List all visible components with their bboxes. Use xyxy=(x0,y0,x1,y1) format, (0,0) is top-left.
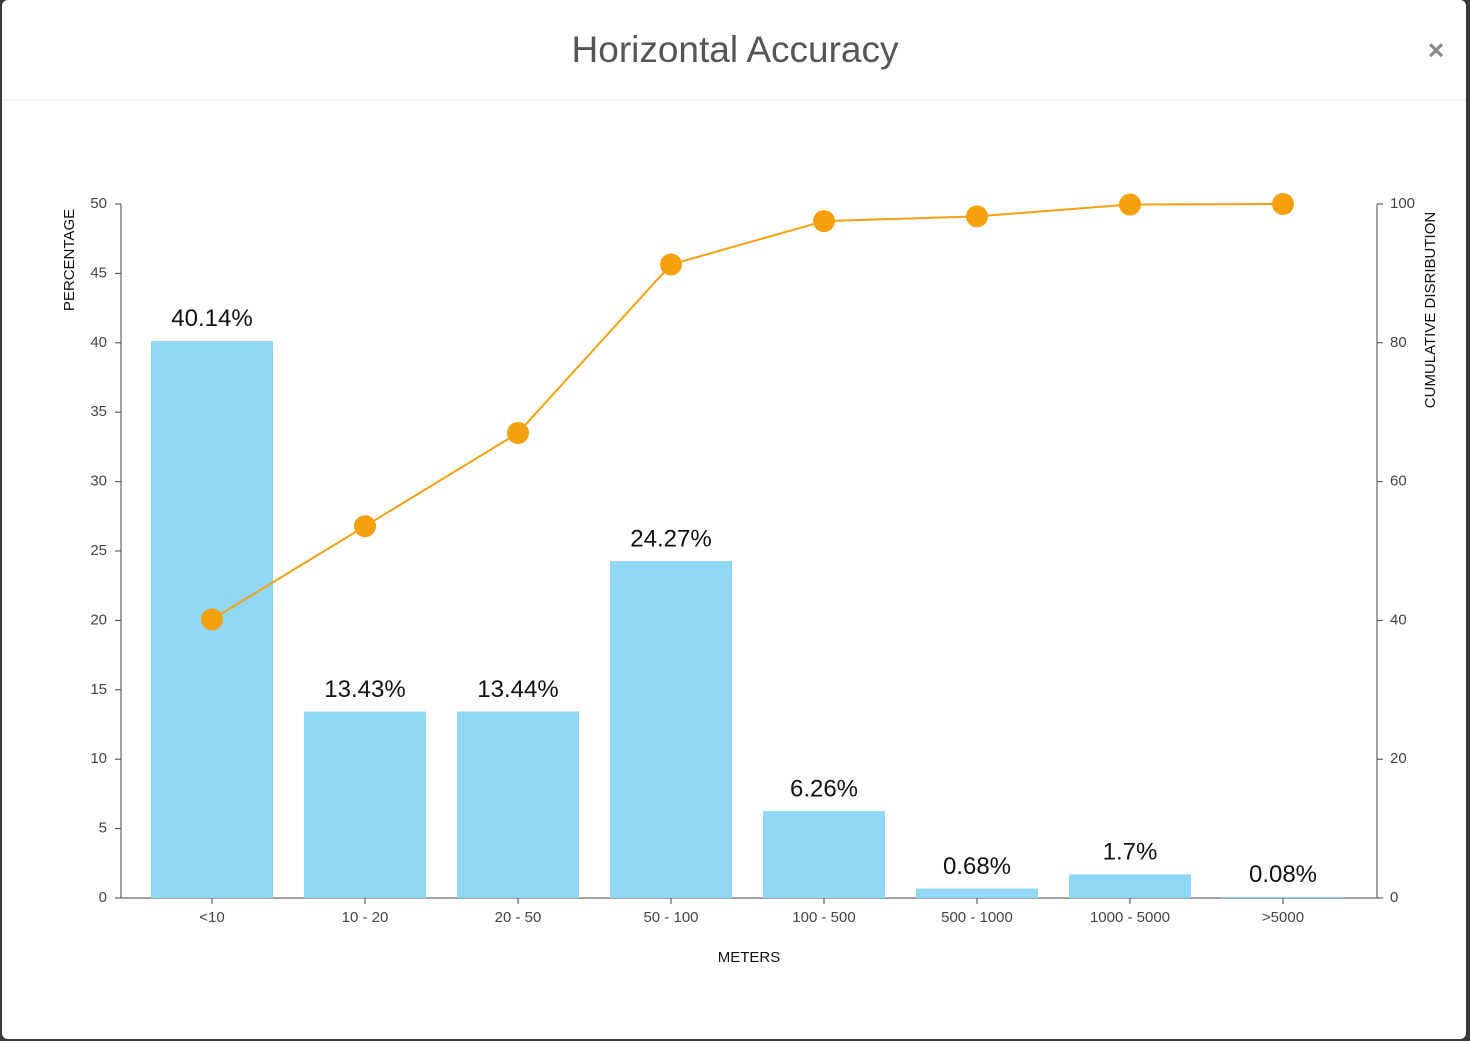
bar xyxy=(457,711,579,898)
data-label: 40.14% xyxy=(171,305,252,332)
bar xyxy=(304,711,426,898)
x-tick-label: 500 - 1000 xyxy=(941,909,1013,926)
data-label: 24.27% xyxy=(630,525,711,552)
line-point xyxy=(1272,193,1294,215)
line-point xyxy=(507,421,529,444)
y2-tick-label: 20 xyxy=(1390,750,1407,767)
close-button[interactable]: × xyxy=(1428,34,1444,65)
x-axis-label: METERS xyxy=(718,949,781,966)
x-tick-label: 1000 - 5000 xyxy=(1090,909,1170,926)
y-tick-label: 5 xyxy=(99,820,107,837)
data-label: 1.7% xyxy=(1103,839,1158,866)
line-point xyxy=(201,608,223,631)
data-label: 13.44% xyxy=(477,676,558,703)
y-tick-label: 10 xyxy=(90,750,107,767)
x-tick-label: 20 - 50 xyxy=(495,909,542,926)
line-point xyxy=(660,253,682,276)
modal-title: Horizontal Accuracy xyxy=(572,29,899,70)
bar xyxy=(763,811,885,898)
y-tick-label: 40 xyxy=(90,334,107,351)
y2-tick-label: 40 xyxy=(1390,611,1407,628)
x-tick-label: 100 - 500 xyxy=(792,909,855,926)
y-tick-label: 25 xyxy=(90,542,107,559)
y-tick-label: 0 xyxy=(99,889,107,906)
y-tick-label: 35 xyxy=(90,403,107,420)
y-axis-label: PERCENTAGE xyxy=(61,209,78,311)
y2-tick-label: 0 xyxy=(1390,889,1398,906)
data-label: 0.08% xyxy=(1249,861,1317,888)
data-label: 0.68% xyxy=(943,853,1011,880)
data-label: 6.26% xyxy=(790,775,858,802)
x-tick-label: >5000 xyxy=(1262,909,1304,926)
line xyxy=(211,203,1284,621)
y2-tick-label: 100 xyxy=(1390,195,1415,212)
y-tick-label: 20 xyxy=(90,611,107,628)
bar xyxy=(1222,896,1344,898)
x-tick-label: <10 xyxy=(199,909,224,926)
y-tick-label: 15 xyxy=(90,681,107,698)
line-point xyxy=(1119,193,1141,216)
line-point xyxy=(813,210,835,233)
x-tick-label: 50 - 100 xyxy=(643,909,698,926)
y2-tick-label: 80 xyxy=(1390,334,1407,351)
bar xyxy=(1069,874,1191,898)
data-label: 13.43% xyxy=(324,676,405,703)
y2-axis-label: CUMULATIVE DISRIBUTION xyxy=(1422,212,1439,408)
bar xyxy=(610,561,732,898)
y-tick-label: 45 xyxy=(90,264,107,281)
x-tick-label: 10 - 20 xyxy=(342,909,389,926)
y2-tick-label: 60 xyxy=(1390,473,1407,490)
bar xyxy=(916,888,1038,898)
y-tick-label: 50 xyxy=(90,195,107,212)
y-tick-label: 30 xyxy=(90,473,107,490)
line-point xyxy=(354,515,376,538)
line-point xyxy=(966,205,988,228)
